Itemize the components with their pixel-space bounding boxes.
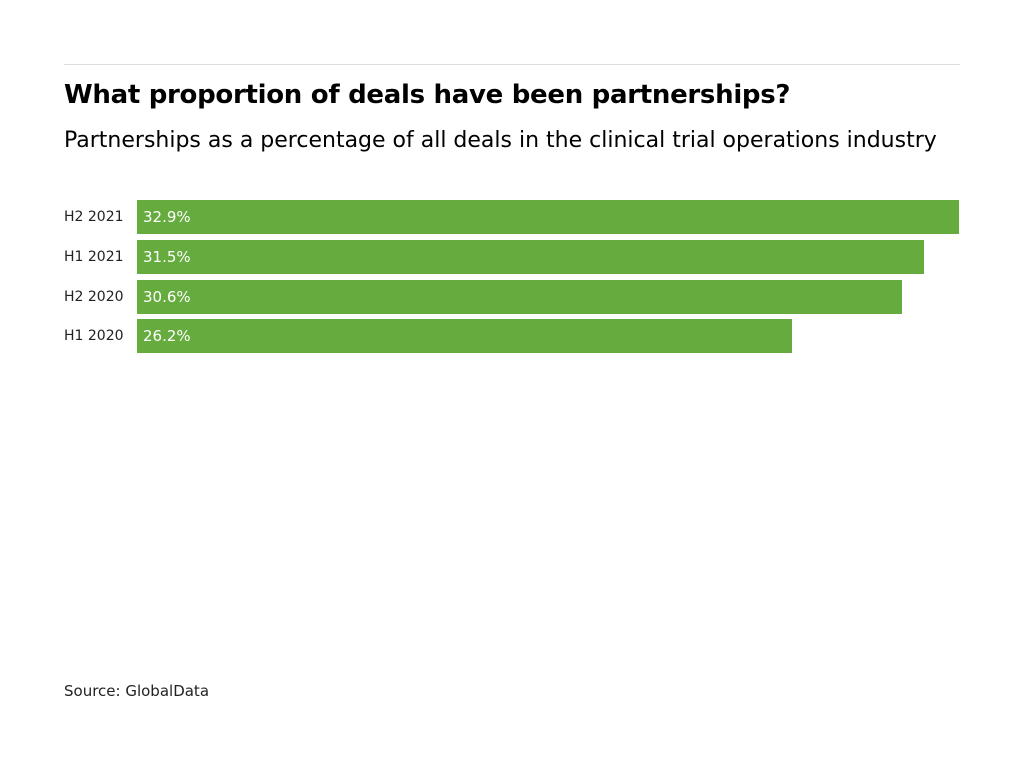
value-label: 31.5% xyxy=(143,248,191,266)
category-label: H1 2021 xyxy=(64,249,124,265)
bar xyxy=(137,200,959,234)
value-label: 32.9% xyxy=(143,208,191,226)
value-label: 26.2% xyxy=(143,327,191,345)
bar xyxy=(137,240,925,274)
category-label: H2 2020 xyxy=(64,289,124,305)
category-label: H1 2020 xyxy=(64,328,124,344)
category-label: H2 2021 xyxy=(64,209,124,225)
bar-chart: H2 2021 32.9% H1 2021 31.5% H2 2020 30.6% H1 2… xyxy=(0,198,1024,358)
source-note: Source: GlobalData xyxy=(64,682,210,700)
bar-row: H1 2021 31.5% xyxy=(0,240,1024,274)
bar-row: H2 2020 30.6% xyxy=(0,280,1024,314)
value-label: 30.6% xyxy=(143,288,191,306)
chart-title: What proportion of deals have been partn… xyxy=(64,80,791,110)
bar-row: H2 2021 32.9% xyxy=(0,200,1024,234)
chart-subtitle: Partnerships as a percentage of all deal… xyxy=(64,128,937,153)
bar-row: H1 2020 26.2% xyxy=(0,319,1024,353)
bar xyxy=(137,319,792,353)
bar xyxy=(137,280,902,314)
top-divider xyxy=(64,64,960,65)
